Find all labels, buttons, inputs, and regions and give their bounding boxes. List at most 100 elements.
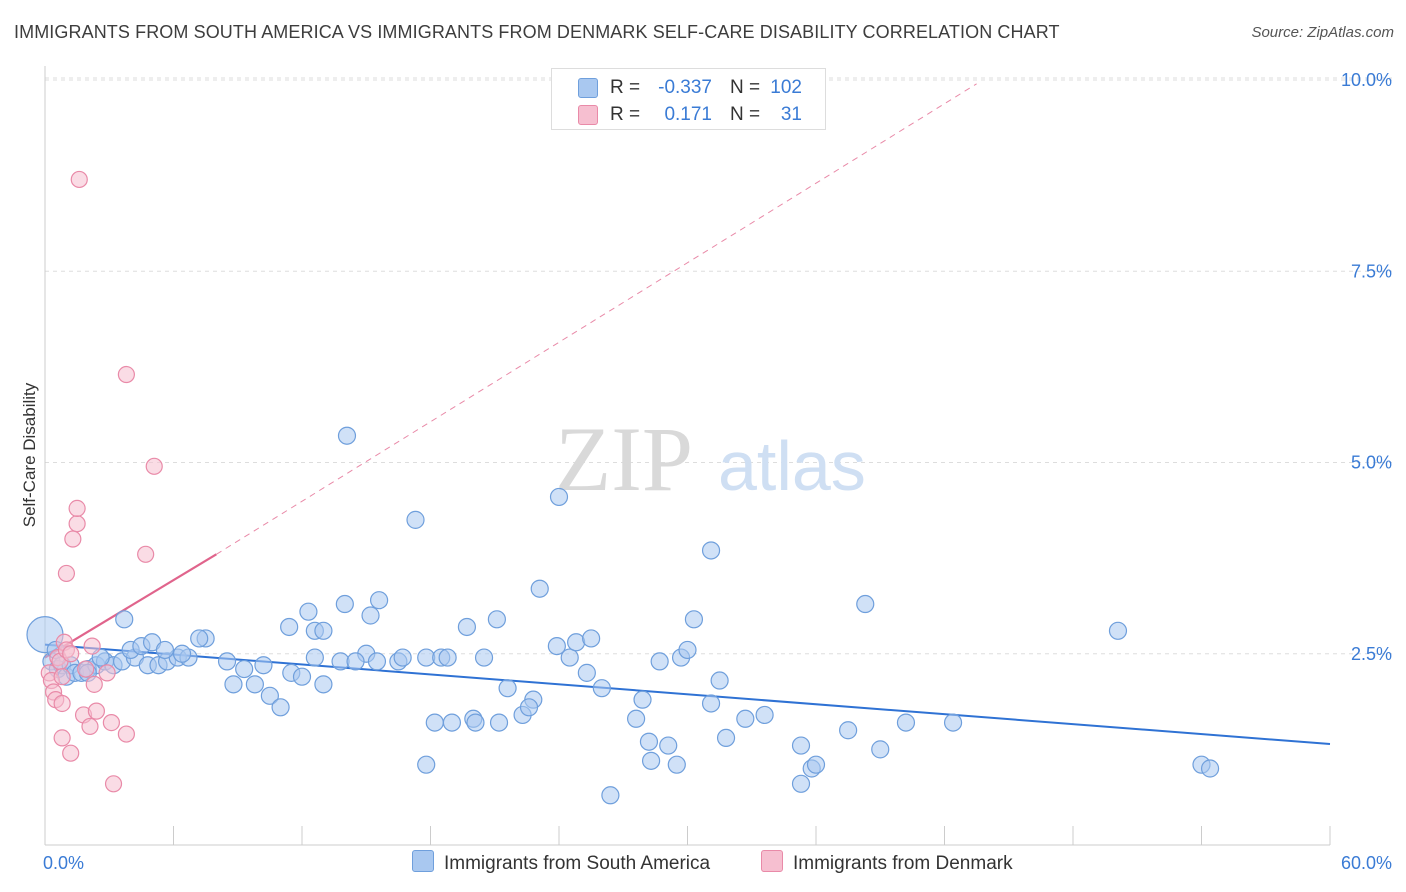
point-south-america bbox=[361, 606, 380, 625]
point-denmark bbox=[137, 545, 155, 563]
point-south-america bbox=[601, 786, 620, 805]
point-denmark bbox=[87, 702, 106, 720]
point-south-america bbox=[271, 698, 290, 717]
point-south-america bbox=[577, 663, 596, 682]
point-south-america bbox=[667, 755, 686, 774]
point-south-america bbox=[417, 755, 436, 774]
point-south-america bbox=[633, 690, 652, 709]
chart-source: Source: ZipAtlas.com bbox=[1251, 24, 1394, 41]
n-label: N = bbox=[730, 104, 761, 125]
stats-box: R = -0.337 N = 102 R = 0.171 N = 31 bbox=[551, 68, 826, 130]
point-south-america bbox=[393, 648, 412, 667]
point-south-america bbox=[498, 679, 517, 698]
point-south-america bbox=[335, 594, 354, 614]
swatch-south-america bbox=[578, 78, 598, 98]
point-south-america bbox=[560, 648, 579, 667]
y-tick-label: 5.0% bbox=[1351, 453, 1392, 473]
point-south-america bbox=[710, 671, 729, 690]
point-denmark bbox=[83, 637, 101, 655]
point-south-america bbox=[337, 426, 357, 445]
point-south-america bbox=[367, 652, 387, 671]
gridlines bbox=[45, 77, 1392, 655]
point-south-america bbox=[701, 541, 721, 560]
point-south-america bbox=[474, 648, 494, 667]
point-south-america bbox=[438, 648, 457, 667]
point-south-america bbox=[260, 686, 279, 705]
point-south-america bbox=[519, 698, 539, 717]
point-south-america bbox=[567, 633, 586, 652]
point-south-america bbox=[1200, 759, 1220, 778]
point-south-america bbox=[806, 755, 826, 774]
point-south-america bbox=[292, 667, 312, 686]
point-denmark bbox=[68, 499, 86, 517]
x-tick-label: 0.0% bbox=[43, 853, 84, 873]
legend-item-denmark: Immigrants from Denmark bbox=[761, 850, 1013, 878]
stats-row-denmark: R = 0.171 N = 31 bbox=[552, 101, 825, 127]
point-south-america bbox=[1108, 621, 1128, 640]
point-denmark bbox=[68, 515, 86, 533]
point-south-america bbox=[442, 713, 462, 732]
point-denmark bbox=[53, 694, 71, 713]
point-south-america bbox=[190, 629, 209, 648]
point-south-america bbox=[530, 579, 549, 598]
r-value: 0.171 bbox=[664, 104, 712, 125]
point-south-america bbox=[217, 652, 237, 671]
n-label: N = bbox=[730, 77, 761, 98]
swatch-denmark bbox=[578, 105, 598, 125]
point-south-america bbox=[547, 636, 566, 656]
legend-label-south-america: Immigrants from South America bbox=[444, 853, 711, 874]
point-denmark bbox=[117, 365, 135, 384]
point-south-america bbox=[736, 709, 755, 728]
point-denmark bbox=[57, 564, 76, 583]
point-south-america bbox=[896, 713, 916, 732]
n-value: 102 bbox=[770, 77, 802, 98]
point-south-america bbox=[314, 621, 333, 640]
point-south-america bbox=[115, 610, 134, 629]
point-south-america bbox=[755, 705, 774, 725]
chart-title: IMMIGRANTS FROM SOUTH AMERICA VS IMMIGRA… bbox=[14, 22, 1060, 42]
point-denmark bbox=[98, 664, 116, 682]
point-south-america bbox=[457, 617, 477, 637]
point-denmark bbox=[77, 660, 95, 678]
point-south-america bbox=[155, 640, 175, 660]
point-south-america bbox=[245, 675, 264, 694]
point-south-america bbox=[791, 774, 811, 793]
stats-row-south-america: R = -0.337 N = 102 bbox=[552, 74, 825, 100]
point-south-america bbox=[659, 736, 678, 755]
point-south-america bbox=[406, 510, 425, 529]
point-south-america bbox=[299, 602, 318, 621]
point-south-america bbox=[235, 659, 254, 679]
point-south-america bbox=[678, 640, 697, 660]
y-tick-label: 7.5% bbox=[1351, 261, 1392, 281]
point-south-america bbox=[370, 591, 389, 610]
point-south-america bbox=[224, 675, 243, 694]
legend-label-denmark: Immigrants from Denmark bbox=[793, 853, 1013, 874]
point-south-america bbox=[701, 694, 721, 713]
r-label: R = bbox=[610, 104, 641, 125]
point-south-america bbox=[791, 736, 811, 755]
y-tick-label: 2.5% bbox=[1351, 644, 1392, 664]
point-south-america bbox=[425, 713, 444, 732]
point-south-america bbox=[871, 740, 890, 759]
point-denmark bbox=[104, 775, 123, 793]
watermark-zip: ZIP bbox=[555, 408, 693, 510]
point-south-america bbox=[254, 656, 273, 675]
point-south-america bbox=[305, 648, 324, 667]
y-axis-label: Self-Care Disability bbox=[20, 382, 39, 528]
point-south-america bbox=[172, 644, 192, 663]
point-south-america bbox=[549, 487, 569, 507]
point-denmark bbox=[145, 457, 163, 475]
point-south-america bbox=[650, 652, 669, 671]
legend-item-south-america: Immigrants from South America bbox=[412, 850, 710, 878]
point-south-america bbox=[641, 751, 661, 770]
point-south-america bbox=[943, 713, 963, 732]
r-value: -0.337 bbox=[658, 77, 712, 98]
watermark: ZIP atlas bbox=[555, 408, 866, 510]
point-south-america bbox=[592, 679, 611, 698]
point-south-america bbox=[716, 728, 736, 748]
n-value: 31 bbox=[780, 104, 802, 125]
point-denmark bbox=[53, 729, 71, 747]
point-south-america bbox=[466, 713, 485, 732]
point-denmark bbox=[62, 645, 80, 663]
